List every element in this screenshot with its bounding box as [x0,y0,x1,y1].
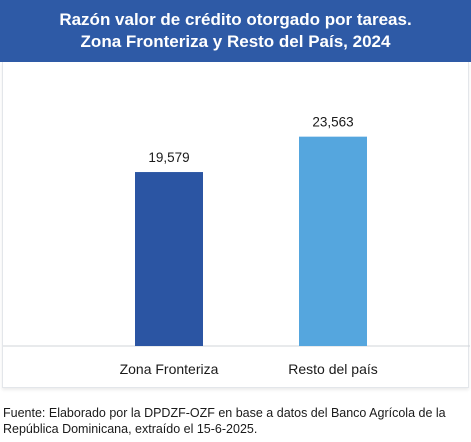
bar-2 [299,136,367,346]
value-label-2: 23,563 [312,115,353,130]
category-label-2: Resto del país [288,361,378,377]
source-note: Fuente: Elaborado por la DPDZF-OZF en ba… [3,406,446,436]
category-label-1: Zona Fronteriza [120,361,219,377]
chart-title-band: Razón valor de crédito otorgado por tare… [0,0,471,62]
chart-panel: 19,579 Zona Fronteriza 23,563 Resto del paí… [2,62,470,388]
chart-subtitle: Zona Fronteriza y Resto del País, 2024 [80,32,391,51]
chart-title: Razón valor de crédito otorgado por tare… [59,10,412,29]
bar-chart: 19,579 Zona Fronteriza 23,563 Resto del paí… [3,115,470,377]
bar-1 [135,172,203,346]
value-label-1: 19,579 [148,150,189,165]
